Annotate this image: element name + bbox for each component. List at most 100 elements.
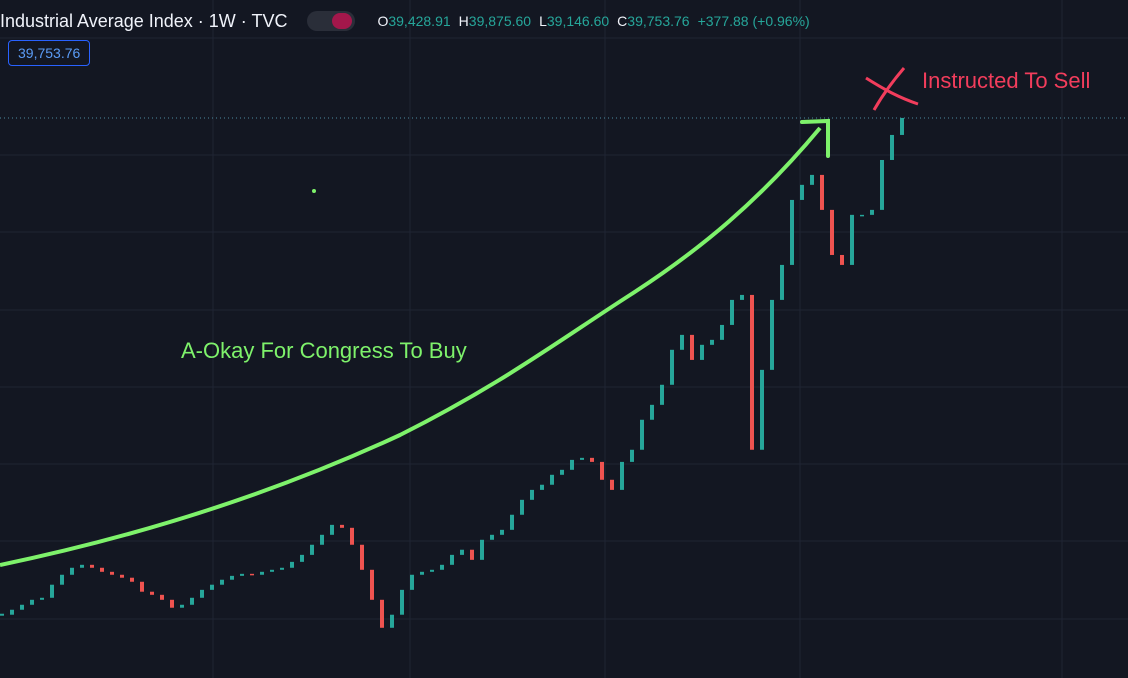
candle [490,534,494,540]
candle [670,349,674,385]
candle [460,549,464,555]
candle [200,589,204,598]
candle [860,214,864,217]
candle [390,614,394,628]
annotation: Instructed To Sell [922,68,1091,93]
candle [840,254,844,265]
candle [310,544,314,555]
ohlc-key: H [458,13,469,29]
dot [312,189,316,193]
candle [690,334,694,360]
candle [640,419,644,450]
candle [360,544,364,570]
candle [60,574,64,585]
candle [720,324,724,340]
annotation: A-Okay For Congress To Buy [181,338,467,363]
candle [110,571,114,575]
candle [730,299,734,325]
candle [540,484,544,490]
candle [790,199,794,265]
candle [400,589,404,615]
candle [820,174,824,210]
candle [120,574,124,578]
candle [470,549,474,560]
candle [240,573,244,576]
candle [750,294,754,450]
candle [870,209,874,215]
candle [620,461,624,490]
candle [560,469,564,475]
candle [570,459,574,470]
change: +377.88 (+0.96%) [697,13,810,29]
candle [0,613,4,616]
candle [880,159,884,210]
header: Industrial Average Index · 1W · TVC O39,… [0,10,810,32]
candle [250,573,254,576]
candle [160,594,164,600]
candle [710,339,714,345]
candle [600,461,604,480]
candle [580,457,584,460]
cross-mark [865,67,919,111]
ohlc-key: O [377,13,389,29]
arrow-head [800,118,830,158]
candle [370,569,374,600]
candle [900,117,904,135]
candle [680,334,684,350]
candle [650,404,654,420]
symbol-title: Industrial Average Index · 1W · TVC [0,10,288,31]
annotation-arrow [0,126,822,567]
candle [100,567,104,572]
candle [890,134,894,160]
candle [10,609,14,615]
candle [220,579,224,585]
candle [150,591,154,595]
candle [80,564,84,568]
ohlc-value: 39,753.76 [627,13,690,29]
candle [280,567,284,570]
candle [800,184,804,200]
candle [350,527,354,545]
candle [190,597,194,605]
candle [270,569,274,572]
price-badge: 39,753.76 [8,40,91,66]
toggle[interactable] [307,11,356,31]
candle [850,214,854,265]
candle [510,514,514,530]
candle [90,564,94,568]
candle [740,294,744,300]
candle [40,597,44,600]
candle [780,264,784,300]
ohlc-key: C [617,13,628,29]
candles [0,117,904,628]
candle [180,604,184,608]
candle [50,584,54,598]
candle [440,564,444,570]
ohlc-value: 39,875.60 [468,13,532,29]
candle [810,174,814,185]
candle [20,604,24,610]
candle [170,599,174,608]
candle [530,489,534,500]
candle [480,539,484,560]
candle [300,554,304,562]
candle [230,575,234,580]
candle [30,599,34,605]
candle [290,561,294,568]
ohlc-value: 39,428.91 [388,13,451,29]
ohlc-key: L [539,13,547,29]
candle [340,524,344,528]
candle [410,574,414,590]
candle [140,581,144,592]
candle [630,449,634,462]
candle [520,499,524,515]
candle [760,369,764,450]
candle [610,479,614,490]
candle [130,577,134,582]
candle [380,599,384,628]
candle [830,209,834,255]
candle [660,384,664,405]
